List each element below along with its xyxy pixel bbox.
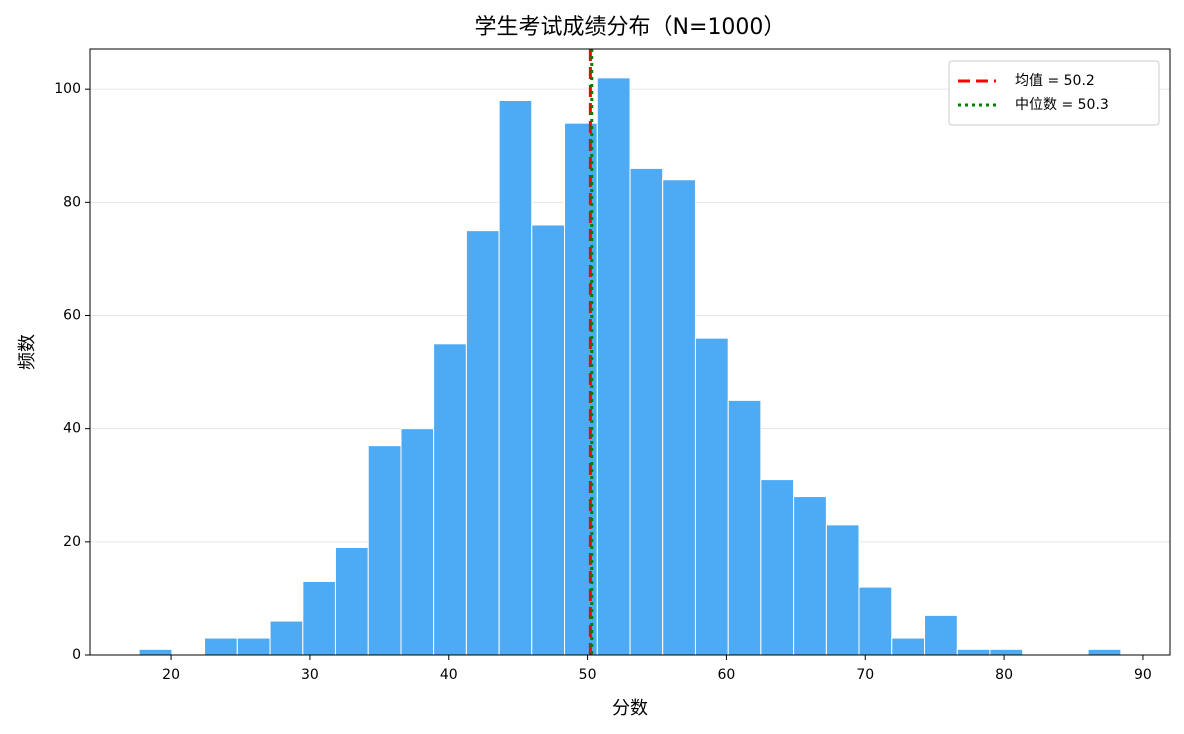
x-tick-label: 30 <box>301 667 319 683</box>
x-axis-label: 分数 <box>612 698 648 719</box>
legend-box <box>948 60 1160 126</box>
bar <box>465 230 500 656</box>
bar <box>433 343 467 656</box>
y-tick-label: 20 <box>63 534 81 550</box>
bar <box>564 122 598 656</box>
bar <box>334 546 369 656</box>
bar <box>694 337 729 656</box>
y-axis-label: 频数 <box>17 334 38 370</box>
bar <box>989 648 1024 656</box>
bar <box>367 445 402 656</box>
bar <box>400 428 435 656</box>
y-tick-label: 40 <box>63 421 81 437</box>
bar <box>531 224 566 656</box>
bar <box>236 637 271 656</box>
bar <box>924 614 958 656</box>
bar <box>793 496 827 656</box>
x-tick-label: 50 <box>579 667 597 683</box>
bar <box>760 479 795 656</box>
chart-title: 学生考试成绩分布（N=1000） <box>475 15 786 40</box>
y-tick-label: 0 <box>72 647 81 663</box>
x-tick-label: 90 <box>1134 667 1152 683</box>
x-tick-label: 70 <box>856 667 874 683</box>
x-tick-label: 80 <box>995 667 1013 683</box>
bar <box>727 399 762 656</box>
bar <box>825 524 860 656</box>
x-tick-label: 20 <box>162 667 180 683</box>
bar <box>138 648 173 656</box>
bar <box>662 179 696 656</box>
y-tick-label: 60 <box>63 308 81 324</box>
bar <box>498 99 533 656</box>
bar <box>302 580 336 656</box>
legend: 均值 = 50.2 中位数 = 50.3 <box>948 60 1160 126</box>
plot-frame <box>89 48 1171 656</box>
legend-label: 中位数 = 50.3 <box>1015 97 1109 113</box>
bar <box>1087 648 1122 656</box>
y-tick-label: 100 <box>54 81 81 97</box>
bar <box>204 637 238 656</box>
x-tick-label: 40 <box>440 667 458 683</box>
bar <box>629 167 664 656</box>
bar <box>891 637 926 656</box>
legend-label: 均值 = 50.2 <box>1015 73 1095 89</box>
bar <box>858 586 893 656</box>
bar <box>269 620 304 656</box>
x-tick-label: 60 <box>718 667 736 683</box>
y-tick-label: 80 <box>63 194 81 210</box>
bar <box>956 648 991 656</box>
bar <box>596 77 631 656</box>
